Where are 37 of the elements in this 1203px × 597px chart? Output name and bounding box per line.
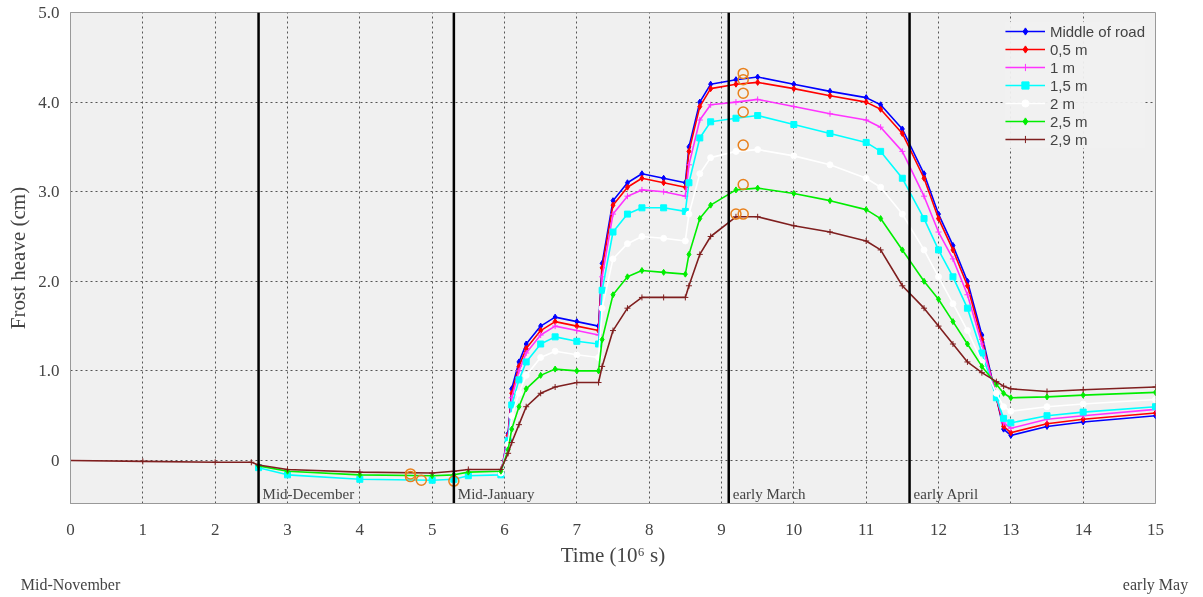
x-tick-label: 1: [138, 519, 148, 539]
x-tick-label: 13: [1002, 519, 1020, 539]
ref-line-label: Mid-January: [457, 485, 536, 502]
ref-line-label: early April: [913, 485, 979, 502]
x-tick-label: 0: [66, 519, 75, 539]
x-tick-label: 5: [427, 519, 437, 539]
y-tick-label: 1.0: [38, 361, 60, 381]
y-tick-label: 3.0: [38, 182, 60, 202]
x-tick-label: 12: [930, 519, 947, 539]
x-tick-label: 4: [355, 519, 365, 539]
text: Mid-November: [20, 575, 121, 593]
legend-label: Middle of road: [1049, 22, 1145, 40]
text: early May: [1122, 575, 1189, 594]
legend-label: 1 m: [1049, 58, 1075, 76]
y-tick-label: 2.0: [38, 271, 60, 291]
ref-line-label: Mid-December: [262, 485, 355, 502]
x-tick-label: 10: [785, 519, 803, 539]
legend-label: 2,9 m: [1049, 130, 1088, 148]
y-tick-label: 4.0: [38, 92, 60, 112]
x-tick-label: 3: [283, 519, 292, 539]
ref-line-label: early March: [732, 485, 807, 502]
x-tick-label: 2: [210, 519, 220, 539]
legend-label: 1,5 m: [1049, 76, 1088, 94]
x-tick-label: 8: [644, 519, 654, 539]
x-tick-label: 9: [717, 519, 726, 539]
y-axis-title: Frost heave (cm): [6, 186, 31, 330]
x-tick-label: 7: [572, 519, 582, 539]
x-tick-label: 14: [1074, 519, 1093, 539]
x-axis-title: Time (10⁶ s): [560, 542, 666, 567]
y-tick-label: 5.0: [38, 3, 60, 22]
legend-label: 2 m: [1049, 94, 1075, 112]
x-tick-label: 11: [857, 519, 875, 539]
x-tick-label: 15: [1147, 519, 1164, 539]
legend-label: 2,5 m: [1049, 112, 1088, 130]
legend-label: 0,5 m: [1049, 40, 1088, 58]
y-tick-label: 0: [51, 450, 60, 470]
x-tick-label: 6: [500, 519, 509, 539]
